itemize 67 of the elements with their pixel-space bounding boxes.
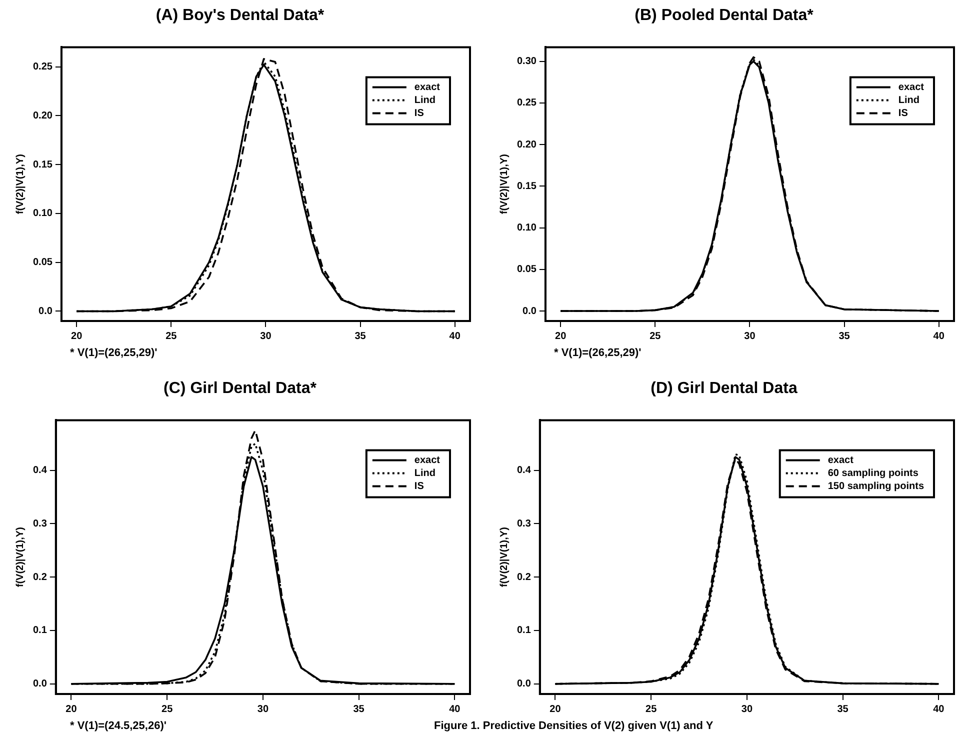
legend-label: exact: [414, 454, 441, 466]
chart-title: (B) Pooled Dental Data*: [634, 7, 814, 24]
x-tick-label: 20: [71, 330, 83, 342]
legend-label: Lind: [414, 94, 436, 106]
y-tick-label: 0.2: [32, 572, 48, 583]
y-tick-label: 0.1: [32, 625, 48, 636]
legend-label: 60 sampling points: [828, 468, 919, 479]
y-tick-label: 0.0: [516, 678, 532, 690]
y-tick-label: 0.15: [516, 180, 537, 192]
y-tick-label: 0.2: [516, 572, 532, 583]
chart-title: (A) Boy's Dental Data*: [156, 7, 325, 24]
y-tick-label: 0.30: [516, 56, 537, 68]
y-tick-label: 0.0: [522, 306, 537, 317]
y-tick-label: 0.0: [38, 306, 53, 317]
chart-title: (C) Girl Dental Data*: [164, 380, 318, 398]
x-tick-label: 35: [353, 704, 365, 715]
y-tick-label: 0.05: [32, 257, 53, 268]
legend-label: 150 sampling points: [828, 480, 924, 492]
y-tick-label: 0.20: [32, 110, 53, 122]
y-axis-title: f(V(2)|V(1),Y): [14, 154, 26, 214]
legend-label: exact: [414, 82, 441, 93]
x-tick-label: 20: [66, 704, 78, 715]
text: * V(1)=(26,25,29)': [70, 347, 158, 359]
y-axis-title: f(V(2)|V(1),Y): [498, 154, 510, 214]
x-tick-label: 30: [744, 330, 756, 342]
y-tick-label: 0.4: [516, 465, 532, 476]
legend-label: exact: [898, 82, 925, 93]
y-tick-label: 0.1: [516, 625, 532, 636]
x-tick-label: 25: [650, 330, 662, 342]
x-tick-label: 20: [555, 330, 567, 342]
legend-label: IS: [898, 108, 908, 119]
text: * V(1)=(26,25,29)': [554, 347, 642, 359]
text: * V(1)=(24.5,25,26)': [70, 720, 166, 732]
y-tick-label: 0.10: [516, 222, 537, 234]
x-tick-label: 30: [260, 330, 272, 342]
x-tick-label: 40: [933, 704, 945, 715]
x-tick-label: 40: [933, 330, 945, 342]
y-axis-title: f(V(2)|V(1),Y): [14, 527, 26, 588]
x-tick-label: 35: [838, 330, 850, 342]
y-tick-label: 0.15: [32, 159, 53, 170]
x-tick-label: 35: [837, 704, 849, 715]
x-tick-label: 25: [646, 704, 658, 715]
y-tick-label: 0.25: [516, 98, 537, 109]
x-tick-label: 20: [550, 704, 562, 715]
legend-label: Lind: [898, 94, 920, 106]
legend-label: IS: [414, 108, 424, 119]
y-tick-label: 0.10: [32, 208, 53, 220]
chart-title: (D) Girl Dental Data: [650, 380, 798, 398]
x-tick-label: 40: [449, 704, 461, 715]
legend-label: IS: [414, 480, 424, 492]
y-tick-label: 0.20: [516, 139, 537, 150]
x-tick-label: 25: [162, 704, 174, 715]
legend-label: Lind: [414, 468, 436, 479]
y-tick-label: 0.4: [32, 465, 48, 476]
y-tick-label: 0.3: [516, 518, 532, 530]
x-tick-label: 40: [449, 330, 461, 342]
y-tick-label: 0.3: [32, 518, 48, 530]
x-tick-label: 25: [166, 330, 178, 342]
x-tick-label: 35: [354, 330, 366, 342]
y-tick-label: 0.0: [32, 678, 48, 690]
caption: Figure 1. Predictive Densities of V(2) given V(1) and Y: [434, 720, 714, 732]
legend-label: exact: [828, 454, 854, 466]
y-tick-label: 0.25: [32, 62, 53, 73]
y-axis-title: f(V(2)|V(1),Y): [498, 527, 510, 588]
x-tick-label: 30: [741, 704, 753, 715]
y-tick-label: 0.05: [516, 264, 537, 276]
x-tick-label: 30: [257, 704, 269, 715]
